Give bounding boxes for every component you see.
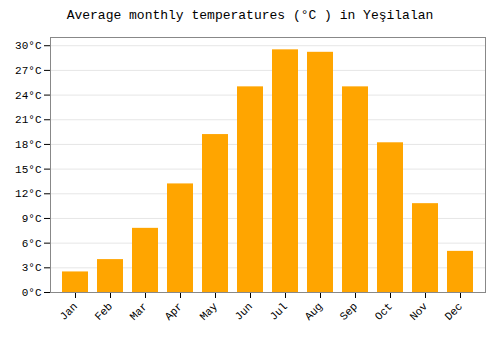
svg-text:Feb: Feb: [93, 300, 115, 322]
svg-text:15°C: 15°C: [15, 164, 42, 176]
svg-text:Oct: Oct: [373, 300, 395, 322]
svg-text:Jul: Jul: [268, 300, 290, 322]
svg-text:May: May: [198, 300, 221, 323]
svg-text:Mar: Mar: [128, 300, 150, 322]
svg-text:Dec: Dec: [443, 300, 465, 322]
svg-text:21°C: 21°C: [15, 114, 42, 126]
svg-text:18°C: 18°C: [15, 139, 42, 151]
svg-text:9°C: 9°C: [22, 213, 42, 225]
svg-text:24°C: 24°C: [15, 90, 42, 102]
svg-text:Jan: Jan: [58, 300, 80, 322]
svg-text:3°C: 3°C: [22, 262, 42, 274]
svg-text:Nov: Nov: [408, 300, 431, 323]
svg-text:Apr: Apr: [163, 300, 185, 322]
svg-text:Jun: Jun: [233, 300, 255, 322]
svg-text:30°C: 30°C: [15, 40, 42, 52]
svg-text:12°C: 12°C: [15, 188, 42, 200]
svg-text:Sep: Sep: [338, 300, 360, 322]
svg-text:27°C: 27°C: [15, 65, 42, 77]
svg-text:Aug: Aug: [303, 300, 325, 322]
html-text:Average monthly temperatures (: Average monthly temperatures (°C ) in Ye…: [66, 8, 434, 23]
svg-text:0°C: 0°C: [22, 287, 42, 299]
svg-text:6°C: 6°C: [22, 238, 42, 250]
